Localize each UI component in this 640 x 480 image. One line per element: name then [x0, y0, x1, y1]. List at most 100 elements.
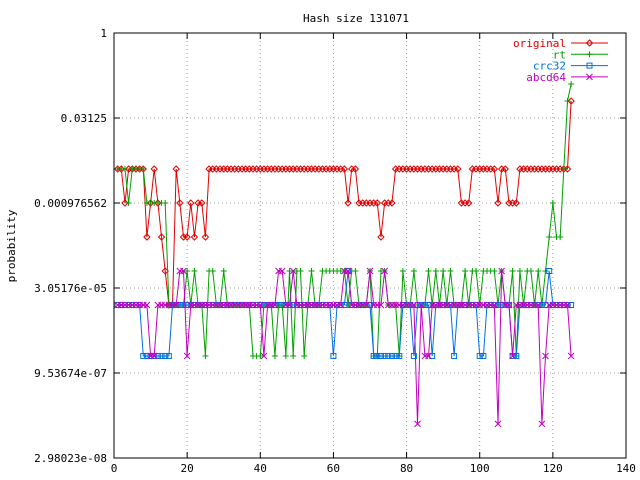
- legend-label: original: [513, 37, 566, 50]
- legend-item: crc32: [533, 60, 608, 73]
- legend-item: abcd64: [526, 71, 608, 84]
- data-point: [176, 199, 184, 207]
- data-point: [385, 352, 392, 359]
- data-point: [121, 199, 129, 207]
- data-point: [476, 352, 483, 359]
- data-point: [396, 352, 403, 359]
- y-tick-label: 9.53674e-07: [34, 367, 107, 380]
- data-point: [414, 420, 421, 428]
- data-point: [374, 352, 381, 359]
- data-point: [513, 352, 520, 359]
- data-point: [125, 200, 132, 206]
- data-point: [542, 267, 549, 274]
- data-point: [501, 165, 510, 173]
- data-point: [388, 352, 395, 359]
- series-group: [113, 81, 575, 428]
- data-point: [509, 267, 516, 274]
- data-point: [535, 267, 542, 274]
- data-point: [425, 267, 432, 274]
- data-point: [490, 301, 498, 309]
- data-point: [538, 301, 545, 308]
- data-point: [432, 267, 439, 274]
- data-point: [560, 166, 567, 172]
- data-point: [527, 267, 534, 274]
- grid: [114, 33, 626, 458]
- legend-swatch-marker: [585, 39, 594, 47]
- y-tick-label: 0.03125: [61, 112, 107, 125]
- data-point: [260, 301, 267, 308]
- data-point: [491, 267, 498, 274]
- data-point: [282, 352, 289, 359]
- data-point: [388, 199, 396, 207]
- data-point: [191, 267, 198, 274]
- y-tick-label: 0.000976562: [34, 197, 107, 210]
- data-point: [425, 352, 432, 360]
- data-point: [183, 233, 191, 241]
- data-point: [440, 267, 447, 274]
- series-abcd64: [114, 267, 575, 428]
- data-point: [256, 301, 264, 309]
- data-point: [260, 352, 268, 360]
- data-point: [289, 267, 297, 275]
- plot-frame: [113, 32, 627, 459]
- legend-label: crc32: [533, 60, 566, 73]
- data-point: [377, 233, 385, 241]
- data-point: [538, 420, 546, 428]
- x-tick-label: 80: [400, 462, 413, 475]
- data-point: [286, 267, 293, 274]
- data-point: [180, 267, 187, 275]
- data-point: [308, 267, 315, 274]
- data-point: [392, 352, 399, 359]
- data-point: [465, 199, 473, 207]
- data-point: [176, 301, 183, 308]
- data-point: [352, 267, 359, 274]
- data-point: [209, 267, 216, 274]
- x-tick-label: 60: [327, 462, 340, 475]
- data-point: [451, 352, 458, 359]
- data-point: [564, 301, 571, 309]
- data-point: [381, 267, 388, 275]
- data-point: [143, 352, 150, 359]
- data-point: [568, 81, 575, 87]
- data-point: [198, 199, 206, 207]
- data-point: [286, 301, 293, 309]
- data-point: [414, 301, 421, 308]
- data-point: [542, 301, 549, 308]
- axis-ticks: 0 20 40 60 80 100 120 140 1 0.03125 0.000976562 3.0…: [34, 27, 636, 475]
- legend-label: abcd64: [526, 71, 566, 84]
- data-point: [278, 267, 286, 275]
- data-point: [542, 352, 549, 360]
- data-point: [425, 301, 432, 308]
- data-point: [279, 301, 286, 308]
- data-point: [344, 267, 352, 275]
- data-point: [429, 352, 436, 359]
- data-point: [557, 234, 564, 240]
- data-point: [410, 301, 418, 309]
- data-point: [330, 352, 337, 359]
- data-point: [509, 352, 516, 360]
- data-point: [150, 165, 158, 173]
- x-tick-label: 0: [111, 462, 118, 475]
- data-point: [498, 267, 506, 275]
- x-tick-label: 20: [181, 462, 194, 475]
- data-point: [290, 352, 297, 359]
- data-point: [337, 301, 345, 309]
- legend-swatch-marker: [586, 51, 593, 58]
- data-point: [351, 165, 360, 173]
- data-point: [340, 165, 349, 173]
- data-point: [568, 301, 575, 308]
- data-point: [563, 165, 572, 173]
- data-point: [410, 267, 417, 274]
- data-point: [172, 301, 180, 309]
- data-point: [567, 352, 575, 360]
- data-point: [158, 352, 165, 359]
- data-point: [187, 199, 195, 207]
- data-point: [410, 352, 417, 359]
- data-point: [150, 352, 158, 360]
- y-axis-label: probability: [5, 209, 18, 282]
- data-point: [162, 200, 169, 206]
- data-point: [202, 352, 209, 359]
- data-point: [183, 352, 191, 360]
